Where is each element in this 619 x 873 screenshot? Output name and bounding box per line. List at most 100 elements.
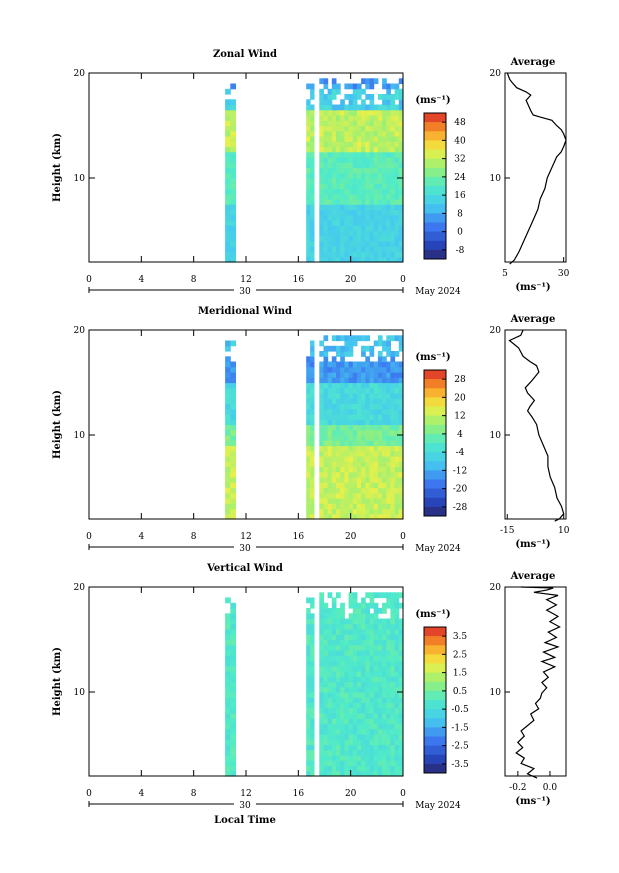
heatmap-cell [327, 456, 333, 462]
heatmap-cell [336, 676, 341, 683]
heatmap-cell [306, 204, 311, 211]
heatmap-cell [344, 686, 350, 693]
heatmap-cell [225, 450, 231, 457]
heatmap-cell [373, 634, 379, 641]
heatmap-cell [390, 692, 396, 698]
heatmap-cell [306, 99, 311, 106]
heatmap-cell [386, 671, 391, 677]
heatmap-cell [352, 749, 358, 756]
heatmap-cell [373, 78, 379, 85]
heatmap-cell [323, 167, 329, 174]
heatmap-cell [306, 429, 311, 436]
heatmap-cell [373, 734, 379, 740]
heatmap-cell [361, 487, 366, 494]
heatmap-cell [382, 382, 387, 389]
heatmap-cell [331, 157, 337, 163]
heatmap-cell [386, 744, 391, 751]
heatmap-cell [398, 671, 404, 677]
heatmap-cell [386, 487, 391, 494]
heatmap-cell [373, 728, 379, 735]
heatmap-cell [377, 340, 383, 347]
heatmap-cell [348, 414, 354, 420]
heatmap-cell [356, 157, 362, 163]
heatmap-cell [336, 136, 341, 142]
heatmap-cell [352, 739, 358, 746]
heatmap-cell [356, 655, 362, 662]
heatmap-cell [323, 235, 329, 242]
x-tick-label: 8 [191, 789, 197, 799]
heatmap-cell [331, 760, 337, 767]
heatmap-cell [390, 424, 396, 431]
heatmap-cell [386, 88, 391, 95]
heatmap-cell [382, 188, 387, 195]
heatmap-cell [352, 634, 358, 641]
heatmap-cell [323, 639, 329, 646]
heatmap-cell [398, 162, 404, 169]
heatmap-cell [369, 456, 375, 462]
heatmap-cell [365, 728, 370, 735]
colorbar-segment [424, 415, 446, 426]
heatmap-cell [394, 503, 400, 510]
heatmap-cell [398, 749, 404, 756]
heatmap-cell [369, 644, 375, 651]
heatmap-cell [377, 702, 383, 709]
heatmap-cell [356, 487, 362, 494]
heatmap-cell [382, 445, 387, 452]
heatmap-cell [369, 241, 375, 247]
heatmap-cell [361, 188, 366, 195]
heatmap-cell [306, 246, 311, 253]
heatmap-cell [365, 377, 370, 384]
heatmap-cell [390, 456, 396, 462]
heatmap-cell [390, 702, 396, 709]
heatmap-cell [352, 513, 358, 520]
heatmap-cell [225, 372, 231, 378]
heatmap-cell [306, 492, 311, 499]
heatmap-cell [230, 723, 236, 730]
heatmap-cell [373, 477, 379, 483]
heatmap-cell [352, 393, 358, 399]
heatmap-cell [373, 602, 379, 609]
x-tick-label: 20 [345, 789, 357, 799]
heatmap-cell [369, 167, 375, 174]
heatmap-cell [225, 765, 231, 772]
heatmap-cell [394, 755, 400, 761]
heatmap-cell [331, 681, 337, 688]
heatmap-cell [230, 634, 236, 641]
heatmap-cell [377, 660, 383, 667]
heatmap-cell [331, 477, 337, 483]
heatmap-cell [319, 639, 324, 646]
heatmap-cell [348, 419, 354, 426]
heatmap-cell [323, 408, 329, 415]
heatmap-cell [336, 450, 341, 457]
heatmap-cell [348, 393, 354, 399]
heatmap-cell [230, 487, 236, 494]
heatmap-cell [336, 686, 341, 693]
heatmap-cell [310, 613, 315, 620]
heatmap-cell [398, 199, 404, 205]
heatmap-cell [331, 83, 337, 90]
heatmap-cell [361, 671, 366, 677]
heatmap-cell [323, 78, 329, 85]
heatmap-cell [390, 256, 396, 263]
heatmap-cell [310, 492, 315, 499]
colorbar-tick-label: 24 [454, 173, 466, 183]
heatmap-cell [327, 445, 333, 452]
heatmap-cell [331, 94, 337, 100]
heatmap-cell [356, 141, 362, 148]
heatmap-cell [382, 183, 387, 190]
heatmap-cell [230, 162, 236, 169]
heatmap-cell [327, 151, 333, 158]
heatmap-cell [377, 461, 383, 468]
heatmap-cell [394, 83, 400, 90]
heatmap-cell [310, 246, 315, 253]
heatmap-cell [306, 130, 311, 137]
heatmap-cell [361, 141, 366, 148]
heatmap-cell [398, 225, 404, 232]
heatmap-cell [344, 508, 350, 515]
heatmap-cell [361, 172, 366, 179]
heatmap-cell [230, 660, 236, 667]
heatmap-cell [352, 655, 358, 662]
heatmap-cell [394, 251, 400, 258]
heatmap-cell [348, 508, 354, 515]
heatmap-cell [336, 461, 341, 468]
